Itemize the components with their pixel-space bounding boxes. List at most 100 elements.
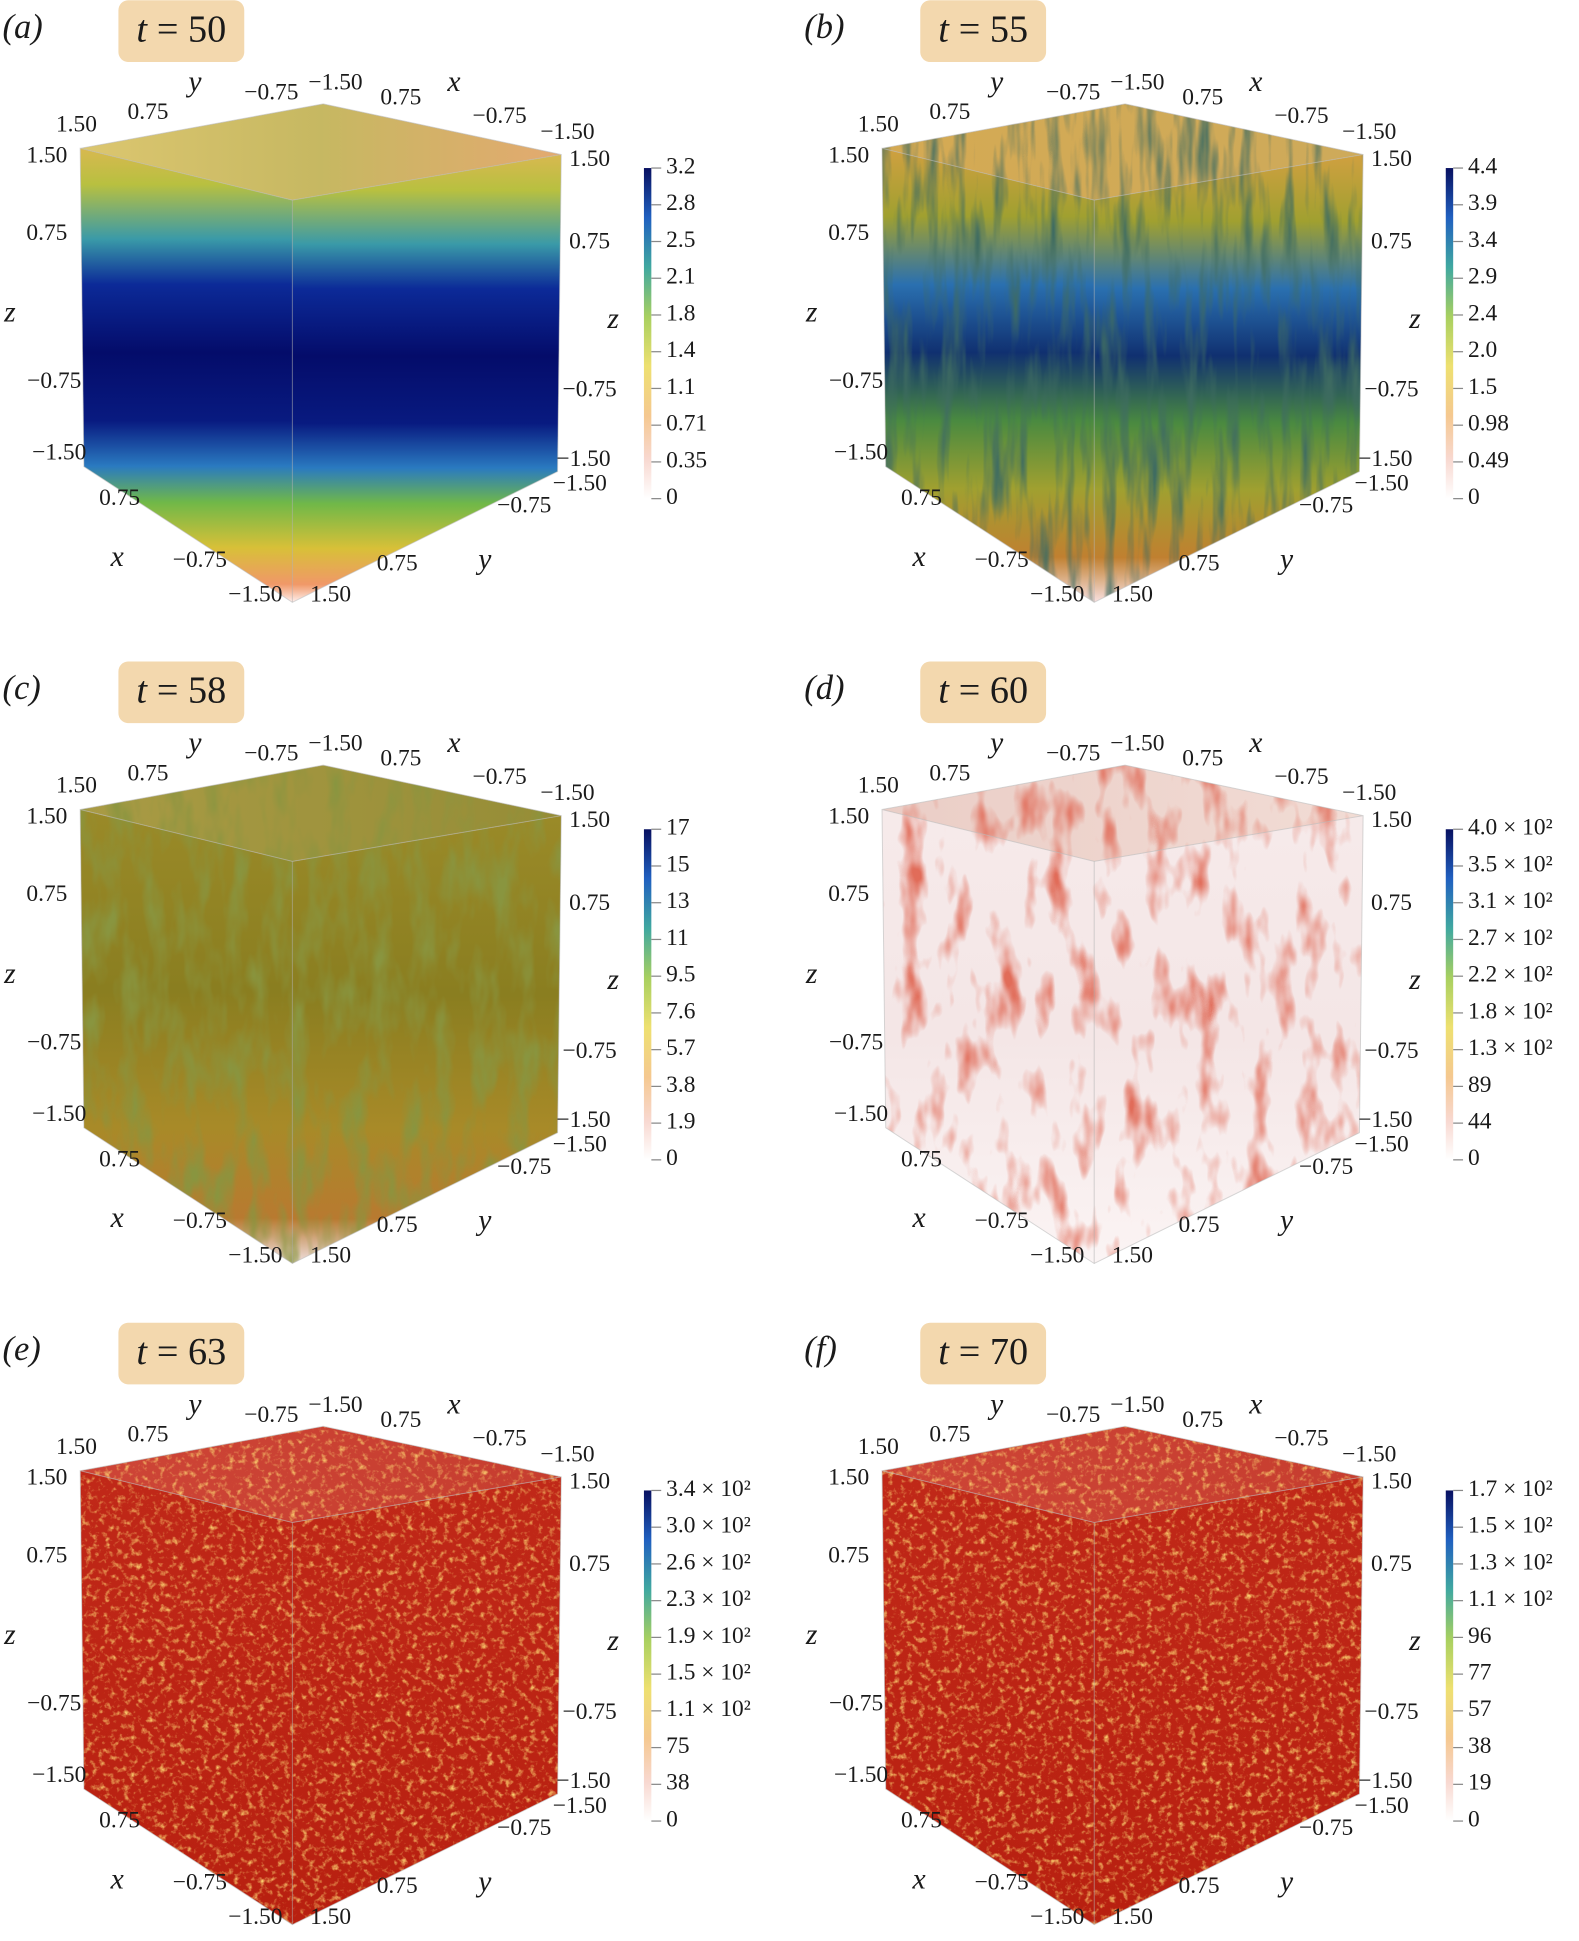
time-value: = 50	[157, 8, 226, 50]
axis-tick-label: −1.50	[1030, 1904, 1084, 1930]
axis-tick-label: −0.75	[1274, 764, 1328, 790]
axis-tick-label: −0.75	[473, 1425, 527, 1451]
colorbar-tick-label: 0	[1468, 1806, 1480, 1832]
time-badge	[920, 1322, 1047, 1385]
colorbar-tick-label: 2.9	[1468, 264, 1497, 290]
time-var: t	[938, 1331, 950, 1373]
axis-label: y	[475, 543, 492, 575]
axis-tick-label: −0.75	[1274, 103, 1328, 129]
axis-tick-label: 1.50	[1112, 1904, 1153, 1930]
colorbar-tick-label: 89	[1468, 1072, 1491, 1098]
colorbar-tick-label: 1.3 × 10²	[1468, 1549, 1553, 1575]
axis-tick-label: 0.75	[569, 1551, 610, 1577]
axis-tick-label: 1.50	[56, 111, 97, 137]
axis-tick-label: −1.50	[540, 1441, 594, 1467]
colorbar	[1445, 1490, 1454, 1822]
time-badge	[118, 0, 245, 62]
panel-label: (b)	[804, 8, 844, 46]
axis-label: y	[1277, 1205, 1294, 1237]
colorbar-tick-label: 2.0	[1468, 337, 1497, 363]
colorbar-tick-label: 1.8 × 10²	[1468, 998, 1553, 1024]
cube-render	[80, 765, 562, 1264]
axis-tick-label: −1.50	[553, 1132, 607, 1158]
colorbar-tick-label: 13	[666, 888, 689, 914]
axis-tick-label: −1.50	[1342, 119, 1396, 145]
axis-tick-label: −1.50	[1358, 446, 1412, 472]
axis-tick-label: 1.50	[858, 773, 899, 799]
panel-label: (f)	[804, 1330, 837, 1368]
axis-tick-label: −0.75	[173, 547, 227, 573]
time-value: = 55	[959, 8, 1028, 50]
axis-tick-label: −1.50	[1110, 1392, 1164, 1418]
axis-tick-label: −0.75	[473, 103, 527, 129]
axis-label: z	[805, 297, 818, 329]
axis-tick-label: 0.75	[929, 1422, 970, 1448]
axis-label: x	[1248, 66, 1262, 98]
colorbar-tick-label: 1.9 × 10²	[666, 1623, 751, 1649]
colorbar-tick-label: 2.7 × 10²	[1468, 925, 1553, 951]
axis-tick-label: −1.50	[1355, 1793, 1409, 1819]
colorbar-tick-label: 2.4	[1468, 300, 1498, 326]
cube-texture	[80, 765, 562, 1264]
axis-label: x	[446, 66, 460, 98]
axis-tick-label: −0.75	[1274, 1425, 1328, 1451]
axis-tick-label: −0.75	[1046, 1402, 1100, 1428]
axis-tick-label: −0.75	[975, 547, 1029, 573]
axis-tick-label: 1.50	[1112, 1243, 1153, 1269]
colorbar-tick-label: 3.2	[666, 153, 695, 179]
axis-tick-label: 1.50	[828, 804, 869, 830]
axis-label: y	[185, 66, 202, 98]
axis-label: x	[110, 1863, 124, 1895]
axis-tick-label: 0.75	[128, 1422, 169, 1448]
cube-render	[80, 1426, 562, 1925]
axis-tick-label: −1.50	[556, 1768, 610, 1794]
colorbar-tick-label: 3.4	[1468, 227, 1498, 253]
axis-label: y	[1277, 543, 1294, 575]
axis-tick-label: 1.50	[569, 807, 610, 833]
axis-tick-label: 0.75	[901, 1808, 942, 1834]
axis-tick-label: 0.75	[128, 99, 169, 125]
colorbar-tick-label: 1.1	[666, 374, 695, 400]
axis-label: y	[987, 727, 1004, 759]
colorbar-tick-label: 0	[666, 1806, 678, 1832]
axis-tick-label: −1.50	[228, 1904, 282, 1930]
axis-tick-label: −1.50	[228, 1243, 282, 1269]
axis-label: z	[1408, 1625, 1421, 1657]
panel-label: (e)	[2, 1330, 40, 1368]
axis-tick-label: −1.50	[1355, 1132, 1409, 1158]
axis-label: z	[1408, 303, 1421, 335]
time-value: = 63	[157, 1331, 226, 1373]
colorbar-tick-label: 2.5	[666, 227, 695, 253]
colorbar-tick-label: 1.1 × 10²	[666, 1696, 751, 1722]
colorbar-tick-label: 75	[666, 1733, 689, 1759]
axis-tick-label: 0.75	[377, 1873, 418, 1899]
axis-tick-label: −1.50	[834, 1762, 888, 1788]
axis-tick-label: −1.50	[308, 1392, 362, 1418]
colorbar	[643, 829, 652, 1160]
axis-tick-label: 0.75	[1371, 890, 1412, 916]
axis-tick-label: −0.75	[27, 1029, 81, 1055]
axis-label: z	[805, 958, 818, 990]
axis-tick-label: −0.75	[975, 1869, 1029, 1895]
axis-tick-label: −1.50	[834, 440, 888, 466]
cube-texture	[80, 1426, 562, 1925]
axis-tick-label: 0.75	[128, 760, 169, 786]
colorbar-tick-label: 0.35	[666, 447, 707, 473]
time-var: t	[136, 8, 148, 50]
time-label: t = 63	[136, 1331, 226, 1373]
axis-tick-label: −1.50	[1355, 470, 1409, 496]
axis-tick-label: 0.75	[99, 1808, 140, 1834]
colorbar-tick-label: 11	[666, 925, 689, 951]
axis-tick-label: −0.75	[27, 368, 81, 394]
colorbar-tick-label: 19	[1468, 1770, 1491, 1796]
axis-tick-label: −0.75	[173, 1208, 227, 1234]
axis-label: z	[606, 303, 619, 335]
axis-tick-label: −1.50	[556, 1107, 610, 1133]
colorbar	[643, 168, 652, 499]
colorbar-tick-label: 2.1	[666, 264, 695, 290]
axis-tick-label: 1.50	[1371, 146, 1412, 172]
time-var: t	[938, 8, 950, 50]
time-badge	[118, 661, 245, 724]
